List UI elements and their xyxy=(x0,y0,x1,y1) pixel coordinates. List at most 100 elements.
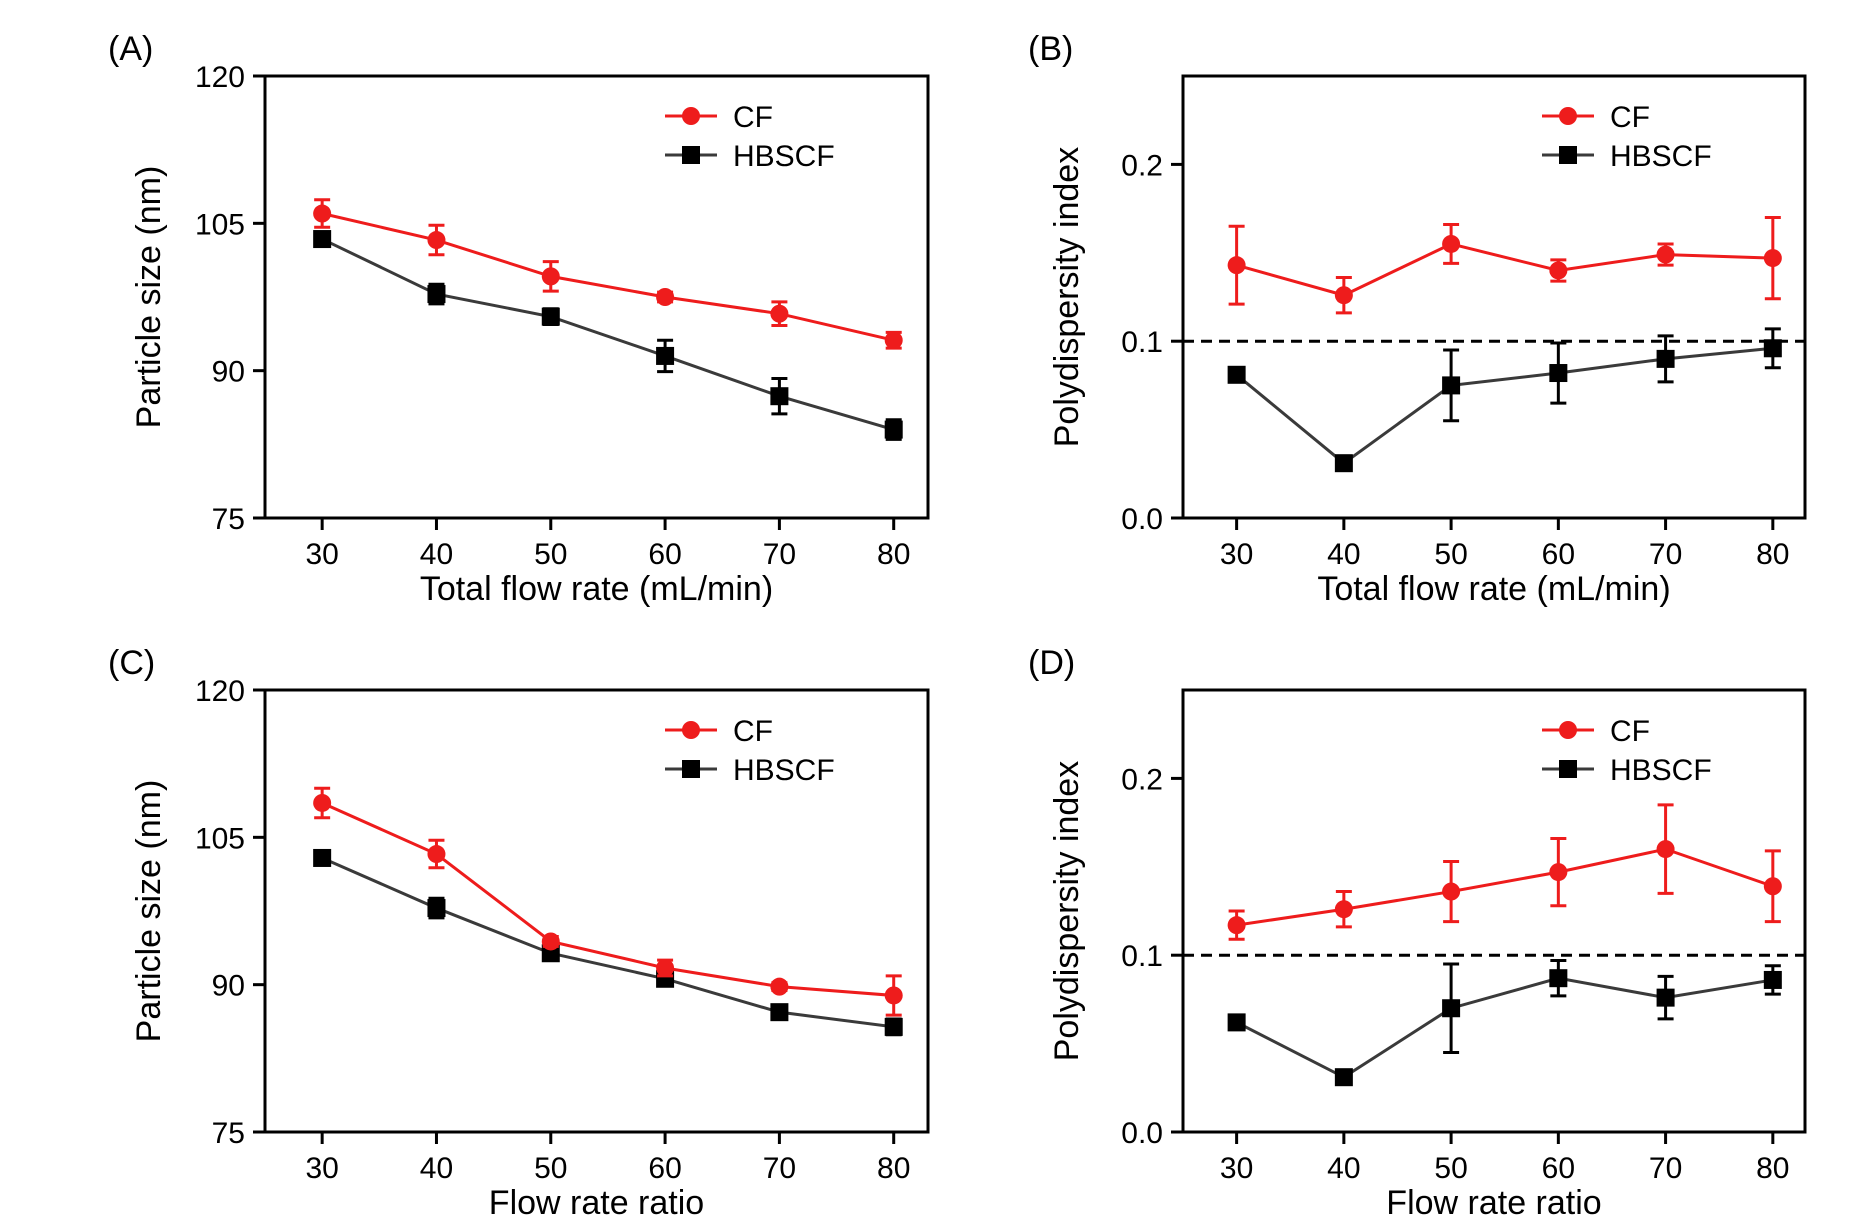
x-tick-label: 80 xyxy=(877,538,910,571)
y-axis-label: Polydispersity index xyxy=(1048,147,1086,447)
legend-marker xyxy=(682,721,700,739)
plot-frame xyxy=(263,688,930,1134)
x-tick-label: 70 xyxy=(763,538,796,571)
x-tick-label: 30 xyxy=(1220,538,1253,571)
legend-marker xyxy=(1559,760,1577,778)
data-point xyxy=(1442,999,1461,1018)
data-point xyxy=(656,958,675,977)
data-point xyxy=(1549,863,1568,882)
data-point xyxy=(1442,882,1461,901)
x-tick-label: 40 xyxy=(1327,538,1360,571)
x-tick-label: 30 xyxy=(305,538,338,571)
legend-label: CF xyxy=(1610,101,1650,134)
x-tick-label: 30 xyxy=(305,1152,338,1185)
legend-entry-hbscf: HBSCF xyxy=(1542,754,1712,787)
panel-label: (A) xyxy=(108,30,153,68)
x-tick-label: 40 xyxy=(1327,1152,1360,1185)
legend-label: HBSCF xyxy=(733,754,835,787)
data-point xyxy=(884,1017,903,1036)
x-tick-label: 60 xyxy=(1542,1152,1575,1185)
legend-label: CF xyxy=(733,101,773,134)
x-tick-label: 50 xyxy=(1434,538,1467,571)
data-point xyxy=(884,420,903,439)
data-point xyxy=(656,346,675,365)
data-point xyxy=(1656,988,1675,1007)
y-tick-label: 120 xyxy=(195,61,245,94)
legend-label: HBSCF xyxy=(1610,754,1712,787)
series-hbscf xyxy=(313,848,903,1037)
data-point xyxy=(1227,256,1246,275)
data-point xyxy=(1656,840,1675,859)
data-point xyxy=(1763,249,1782,268)
y-tick-label: 75 xyxy=(212,1117,245,1150)
y-tick-label: 105 xyxy=(195,208,245,241)
plot-frame xyxy=(1181,688,1807,1134)
data-point xyxy=(427,899,446,918)
series-cf xyxy=(313,786,903,1017)
x-tick-label: 50 xyxy=(1434,1152,1467,1185)
data-point xyxy=(884,986,903,1005)
data-point xyxy=(313,230,332,249)
x-tick-label: 70 xyxy=(1649,1152,1682,1185)
legend-marker xyxy=(1559,107,1577,125)
legend-marker xyxy=(1559,721,1577,739)
x-tick-label: 40 xyxy=(420,1152,453,1185)
series-line xyxy=(1235,976,1774,1079)
y-tick-label: 120 xyxy=(195,675,245,708)
data-point xyxy=(1227,365,1246,384)
legend-entry-cf: CF xyxy=(1542,715,1650,748)
y-axis-label: Polydispersity index xyxy=(1048,761,1086,1061)
legend-entry-cf: CF xyxy=(665,715,773,748)
series-hbscf xyxy=(1227,327,1782,473)
x-tick-label: 80 xyxy=(1756,538,1789,571)
data-point xyxy=(1227,1013,1246,1032)
y-tick-label: 0.1 xyxy=(1121,940,1163,973)
y-tick-label: 0.2 xyxy=(1121,149,1163,182)
x-tick-label: 60 xyxy=(648,1152,681,1185)
series-hbscf xyxy=(1227,959,1782,1087)
legend-marker xyxy=(682,146,700,164)
x-tick-label: 80 xyxy=(1756,1152,1789,1185)
y-tick-label: 0.2 xyxy=(1121,763,1163,796)
y-tick-label: 105 xyxy=(195,822,245,855)
y-tick-label: 90 xyxy=(212,970,245,1003)
data-point xyxy=(1549,969,1568,988)
data-point xyxy=(1656,349,1675,368)
legend-marker xyxy=(682,760,700,778)
series-line xyxy=(1235,346,1773,466)
data-point xyxy=(1442,376,1461,395)
x-axis-label: Total flow rate (mL/min) xyxy=(420,570,773,608)
data-point xyxy=(313,848,332,867)
x-tick-label: 40 xyxy=(420,538,453,571)
x-tick-label: 70 xyxy=(1649,538,1682,571)
y-tick-label: 75 xyxy=(212,503,245,536)
x-tick-label: 50 xyxy=(534,1152,567,1185)
data-point xyxy=(1549,261,1568,280)
y-tick-label: 0.1 xyxy=(1121,326,1163,359)
y-tick-label: 0.0 xyxy=(1121,1117,1163,1150)
x-axis-label: Flow rate ratio xyxy=(489,1184,704,1219)
x-tick-label: 50 xyxy=(534,538,567,571)
x-tick-label: 30 xyxy=(1220,1152,1253,1185)
data-point xyxy=(1334,286,1353,305)
panel-label: (D) xyxy=(1028,644,1075,682)
legend-label: HBSCF xyxy=(1610,140,1712,173)
legend-marker xyxy=(1559,146,1577,164)
x-tick-label: 80 xyxy=(877,1152,910,1185)
y-axis-label: Particle size (nm) xyxy=(130,166,168,429)
data-point xyxy=(541,267,560,286)
y-tick-label: 90 xyxy=(212,356,245,389)
data-point xyxy=(770,977,789,996)
chart-panel-a: (A) 75 90 105 120 30 40 50 60 70 80 Total flow rate… xyxy=(108,30,930,608)
y-axis-label: Particle size (nm) xyxy=(130,780,168,1043)
y-tick-label: 0.0 xyxy=(1121,503,1163,536)
data-point xyxy=(1227,916,1246,935)
chart-panel-b: (B) 0.0 0.1 0.2 30 40 50 60 70 80 Total flow rate … xyxy=(1028,30,1807,608)
data-point xyxy=(1334,1068,1353,1087)
series-line xyxy=(1236,847,1774,927)
chart-panel-c: (C) 75 90 105 120 30 40 50 60 70 80 Flow rate ratio… xyxy=(108,644,930,1219)
x-axis-label: Flow rate ratio xyxy=(1386,1184,1601,1219)
data-point xyxy=(884,331,903,350)
data-point xyxy=(427,845,446,864)
series-line xyxy=(321,237,895,432)
